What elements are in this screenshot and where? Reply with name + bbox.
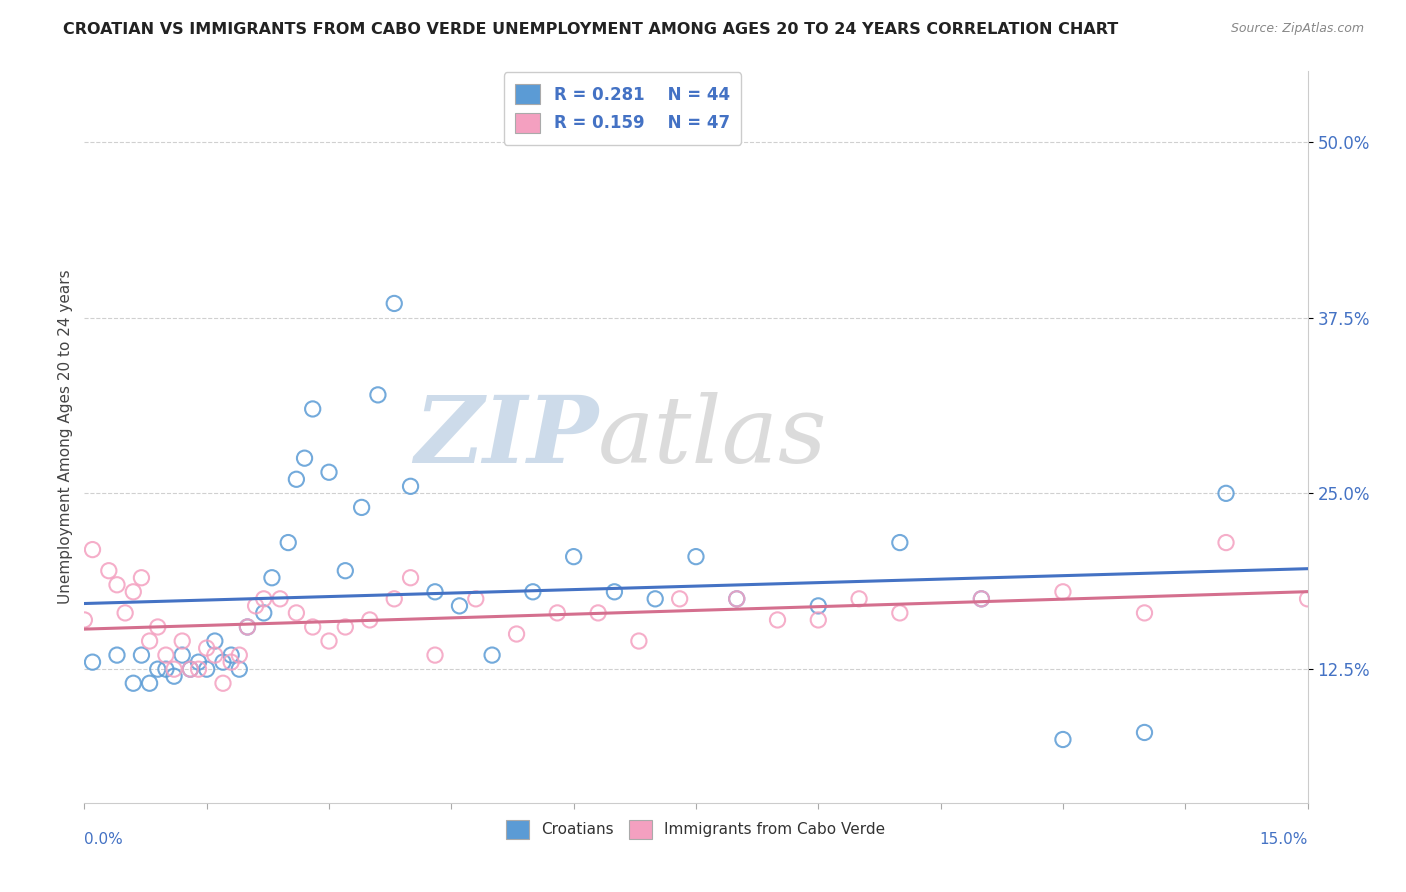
- Point: [970, 591, 993, 606]
- Text: 0.0%: 0.0%: [84, 832, 124, 847]
- Point: [155, 648, 177, 662]
- Point: [335, 564, 357, 578]
- Point: [138, 676, 160, 690]
- Point: [163, 662, 186, 676]
- Point: [219, 648, 242, 662]
- Point: [382, 591, 405, 606]
- Point: [301, 401, 323, 416]
- Point: [285, 606, 308, 620]
- Point: [685, 549, 707, 564]
- Point: [318, 465, 340, 479]
- Point: [131, 571, 153, 585]
- Point: [1215, 535, 1237, 549]
- Point: [114, 606, 136, 620]
- Point: [260, 571, 283, 585]
- Point: [668, 591, 690, 606]
- Point: [138, 634, 160, 648]
- Point: [195, 662, 218, 676]
- Text: atlas: atlas: [598, 392, 828, 482]
- Point: [1133, 606, 1156, 620]
- Point: [399, 571, 422, 585]
- Point: [228, 662, 250, 676]
- Point: [179, 662, 201, 676]
- Text: Source: ZipAtlas.com: Source: ZipAtlas.com: [1230, 22, 1364, 36]
- Point: [301, 620, 323, 634]
- Point: [848, 591, 870, 606]
- Point: [195, 641, 218, 656]
- Point: [131, 648, 153, 662]
- Point: [73, 613, 96, 627]
- Point: [970, 591, 993, 606]
- Point: [146, 662, 169, 676]
- Point: [1215, 486, 1237, 500]
- Point: [481, 648, 503, 662]
- Text: CROATIAN VS IMMIGRANTS FROM CABO VERDE UNEMPLOYMENT AMONG AGES 20 TO 24 YEARS CO: CROATIAN VS IMMIGRANTS FROM CABO VERDE U…: [63, 22, 1119, 37]
- Point: [105, 648, 128, 662]
- Point: [423, 584, 446, 599]
- Point: [163, 669, 186, 683]
- Point: [253, 591, 276, 606]
- Point: [294, 451, 316, 466]
- Point: [122, 676, 145, 690]
- Point: [212, 655, 235, 669]
- Point: [522, 584, 544, 599]
- Point: [1052, 584, 1074, 599]
- Point: [97, 564, 120, 578]
- Point: [505, 627, 527, 641]
- Point: [335, 620, 357, 634]
- Point: [82, 542, 104, 557]
- Point: [382, 296, 405, 310]
- Point: [399, 479, 422, 493]
- Point: [562, 549, 585, 564]
- Point: [105, 578, 128, 592]
- Point: [204, 648, 226, 662]
- Point: [350, 500, 373, 515]
- Point: [245, 599, 267, 613]
- Point: [172, 634, 194, 648]
- Point: [725, 591, 748, 606]
- Point: [122, 584, 145, 599]
- Point: [204, 634, 226, 648]
- Point: [766, 613, 789, 627]
- Legend: Croatians, Immigrants from Cabo Verde: Croatians, Immigrants from Cabo Verde: [499, 813, 893, 847]
- Point: [187, 655, 209, 669]
- Point: [359, 613, 381, 627]
- Point: [228, 648, 250, 662]
- Text: 15.0%: 15.0%: [1260, 832, 1308, 847]
- Point: [236, 620, 259, 634]
- Point: [285, 472, 308, 486]
- Point: [644, 591, 666, 606]
- Point: [172, 648, 194, 662]
- Point: [155, 662, 177, 676]
- Point: [82, 655, 104, 669]
- Point: [1133, 725, 1156, 739]
- Point: [269, 591, 291, 606]
- Point: [807, 599, 830, 613]
- Y-axis label: Unemployment Among Ages 20 to 24 years: Unemployment Among Ages 20 to 24 years: [58, 269, 73, 605]
- Point: [725, 591, 748, 606]
- Point: [219, 655, 242, 669]
- Text: ZIP: ZIP: [413, 392, 598, 482]
- Point: [449, 599, 471, 613]
- Point: [546, 606, 568, 620]
- Point: [1052, 732, 1074, 747]
- Point: [236, 620, 259, 634]
- Point: [318, 634, 340, 648]
- Point: [367, 388, 389, 402]
- Point: [807, 613, 830, 627]
- Point: [586, 606, 609, 620]
- Point: [1296, 591, 1319, 606]
- Point: [889, 535, 911, 549]
- Point: [253, 606, 276, 620]
- Point: [464, 591, 486, 606]
- Point: [187, 662, 209, 676]
- Point: [277, 535, 299, 549]
- Point: [179, 662, 201, 676]
- Point: [889, 606, 911, 620]
- Point: [423, 648, 446, 662]
- Point: [627, 634, 650, 648]
- Point: [146, 620, 169, 634]
- Point: [212, 676, 235, 690]
- Point: [603, 584, 626, 599]
